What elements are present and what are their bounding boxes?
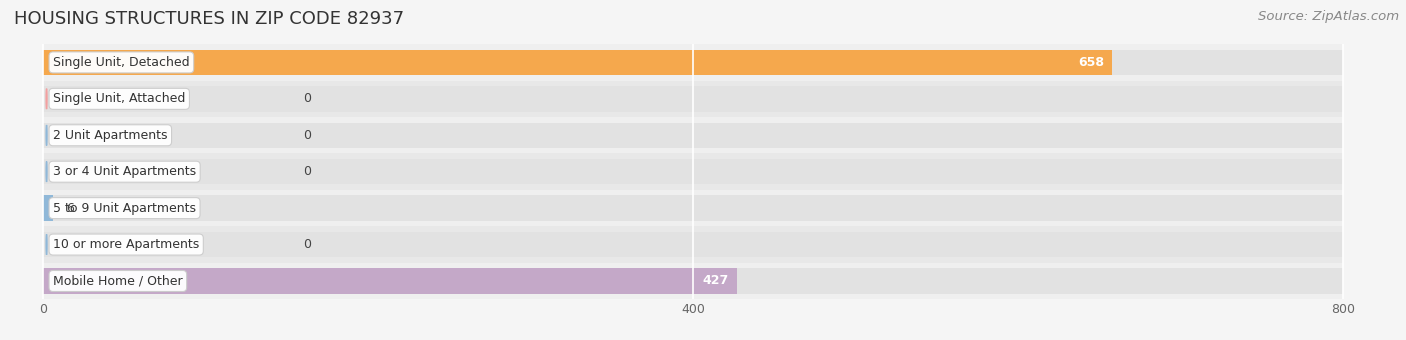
Text: 0: 0	[304, 129, 311, 142]
Bar	[44, 50, 1112, 75]
Bar	[44, 190, 1343, 226]
Bar	[44, 86, 1343, 112]
Bar	[44, 195, 1343, 221]
Bar	[44, 153, 1343, 190]
Text: 10 or more Apartments: 10 or more Apartments	[53, 238, 200, 251]
Text: 427: 427	[703, 274, 728, 288]
Text: Single Unit, Attached: Single Unit, Attached	[53, 92, 186, 105]
Text: HOUSING STRUCTURES IN ZIP CODE 82937: HOUSING STRUCTURES IN ZIP CODE 82937	[14, 10, 404, 28]
Bar	[44, 226, 1343, 263]
Bar	[44, 81, 1343, 117]
Text: 6: 6	[66, 202, 75, 215]
Bar	[44, 159, 1343, 184]
Text: Mobile Home / Other: Mobile Home / Other	[53, 274, 183, 288]
Bar	[44, 117, 1343, 153]
Bar	[44, 50, 1343, 75]
Text: 0: 0	[304, 238, 311, 251]
Bar	[44, 195, 53, 221]
Text: Single Unit, Detached: Single Unit, Detached	[53, 56, 190, 69]
Text: 3 or 4 Unit Apartments: 3 or 4 Unit Apartments	[53, 165, 197, 178]
Text: 2 Unit Apartments: 2 Unit Apartments	[53, 129, 167, 142]
Bar	[44, 263, 1343, 299]
Bar	[44, 122, 1343, 148]
Text: Source: ZipAtlas.com: Source: ZipAtlas.com	[1258, 10, 1399, 23]
Bar	[44, 268, 1343, 294]
Text: 0: 0	[304, 92, 311, 105]
Bar	[44, 268, 737, 294]
Text: 0: 0	[304, 165, 311, 178]
Bar	[44, 44, 1343, 81]
Bar	[44, 232, 1343, 257]
Text: 5 to 9 Unit Apartments: 5 to 9 Unit Apartments	[53, 202, 195, 215]
Text: 658: 658	[1078, 56, 1104, 69]
